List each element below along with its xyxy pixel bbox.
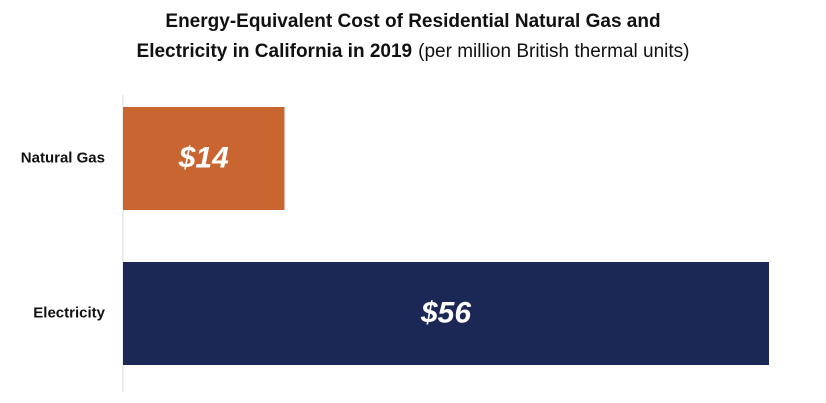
chart-subtitle: (per million British thermal units) <box>418 41 689 62</box>
bar <box>123 107 285 210</box>
chart-title: Energy-Equivalent Cost of Residential Na… <box>165 11 660 32</box>
chart-title-line: Electricity in California in 2019 (per mi… <box>137 41 690 62</box>
bar <box>123 262 769 365</box>
value-label: $56 <box>420 296 471 329</box>
category-label: Electricity <box>33 304 105 321</box>
value-label: $14 <box>178 141 229 174</box>
category-label: Natural Gas <box>21 149 105 166</box>
chart-title: Electricity in California in 2019 <box>137 41 413 62</box>
